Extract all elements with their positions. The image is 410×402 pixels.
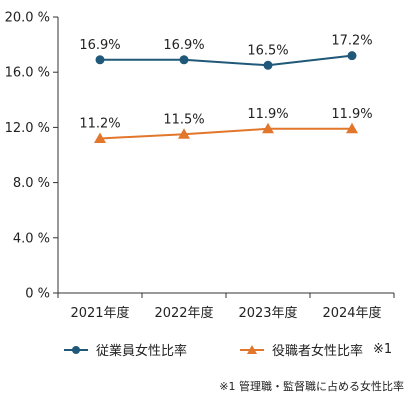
data-point xyxy=(94,132,106,143)
y-tick-label: 20.0 % xyxy=(5,11,50,26)
x-tick-label: 2024年度 xyxy=(322,305,381,321)
legend-note-marker: ※1 xyxy=(373,342,393,357)
data-label: 16.9% xyxy=(163,38,204,53)
x-tick-label: 2022年度 xyxy=(154,305,213,321)
series-line xyxy=(100,54,353,67)
legend-label: 役職者女性比率 xyxy=(272,344,364,359)
x-axis: 2021年度 2022年度 2023年度 2024年度 xyxy=(57,292,395,321)
legend-marker-circle-icon xyxy=(64,345,88,354)
data-point xyxy=(262,122,274,134)
series-employee-ratio: 16.9% 16.9% 16.5% 17.2% xyxy=(79,34,373,70)
y-tick-label: 4.0 % xyxy=(13,231,50,246)
y-tick-label: 8.0 % xyxy=(13,176,50,191)
y-axis: 0 % 4.0 % 8.0 % 12.0 % 16.0 % 20.0 % xyxy=(5,11,59,302)
line-chart: 0 %4.0 %8.0 %12.0 %16.0 %20.0 % 2021年度 20… xyxy=(5,11,395,321)
data-label: 11.9% xyxy=(331,107,372,122)
legend-item-employee-ratio: 従業員女性比率 xyxy=(64,340,187,359)
data-point xyxy=(263,60,273,70)
data-label: 16.9% xyxy=(79,38,120,53)
footnote: ※1 管理職・監督職に占める女性比率 xyxy=(219,380,404,393)
data-label: 11.2% xyxy=(79,116,120,131)
data-label: 11.5% xyxy=(163,112,204,127)
x-tick-label: 2021年度 xyxy=(70,305,129,321)
legend-item-manager-ratio: 役職者女性比率 ※1 xyxy=(240,340,392,359)
data-point xyxy=(95,55,105,65)
data-point xyxy=(346,122,358,134)
legend-label: 従業員女性比率 xyxy=(96,344,188,359)
data-label: 11.9% xyxy=(247,107,288,122)
x-tick-label: 2023年度 xyxy=(238,305,297,321)
data-point xyxy=(347,51,357,61)
y-tick-label: 16.0 % xyxy=(5,66,50,81)
y-tick-label: 0 % xyxy=(25,287,50,302)
legend: 従業員女性比率 役職者女性比率 ※1 xyxy=(64,340,410,364)
data-point xyxy=(178,128,190,139)
y-tick-label: 12.0 % xyxy=(5,121,50,136)
data-label: 17.2% xyxy=(331,34,372,49)
data-point xyxy=(179,55,189,65)
series-line xyxy=(99,127,352,140)
series-layer: 16.9% 16.9% 16.5% 17.2% 11.2% 11.5% 11.9% 11.9% xyxy=(79,34,373,143)
legend-marker-triangle-icon xyxy=(240,344,264,354)
data-label: 16.5% xyxy=(247,43,288,58)
series-manager-ratio: 11.2% 11.5% 11.9% 11.9% xyxy=(79,107,373,143)
